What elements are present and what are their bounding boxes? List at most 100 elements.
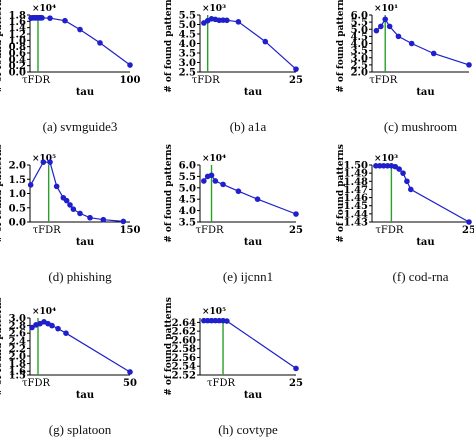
data-point bbox=[409, 41, 415, 47]
y-tick-label: 1.5 bbox=[9, 175, 26, 186]
x-max-label: 100 bbox=[120, 75, 141, 86]
data-point bbox=[209, 172, 215, 178]
subfigure-caption: (d) phishing bbox=[5, 269, 155, 285]
tau-fdr-label: τFDR bbox=[22, 75, 50, 86]
y-axis-title: # of found patterns bbox=[336, 0, 346, 93]
subfigure-caption: (g) splatoon bbox=[5, 422, 155, 438]
data-point bbox=[220, 182, 226, 188]
y-tick-label: 3.5 bbox=[179, 218, 196, 229]
y-tick-label: 1.8 bbox=[9, 11, 26, 22]
y-tick-label: 5.5 bbox=[179, 11, 196, 22]
y-tick-label: 5.5 bbox=[179, 172, 196, 183]
data-point bbox=[255, 196, 261, 202]
y-tick-label: 5.0 bbox=[179, 20, 196, 31]
data-point bbox=[293, 211, 299, 217]
data-point bbox=[396, 166, 402, 172]
data-point bbox=[62, 18, 68, 24]
x-max-label: 25 bbox=[289, 75, 303, 86]
subfigure-caption: (a) svmguide3 bbox=[5, 119, 155, 135]
series-line bbox=[31, 162, 124, 221]
y-tick-label: 0.0 bbox=[9, 218, 26, 229]
subfigure-caption: (c) mushroom bbox=[346, 119, 474, 135]
x-axis-title: tau bbox=[416, 237, 434, 248]
series-line bbox=[32, 322, 130, 372]
data-point bbox=[127, 62, 133, 68]
data-point bbox=[213, 178, 219, 184]
x-max-label: 25 bbox=[289, 378, 303, 389]
y-tick-label: 4.0 bbox=[179, 206, 196, 217]
subfigure-caption: (f) cod-rna bbox=[346, 269, 474, 285]
x-axis-title: tau bbox=[76, 237, 94, 248]
data-point bbox=[466, 219, 472, 225]
exponent-label: ×10⁵ bbox=[202, 307, 226, 317]
data-point bbox=[408, 187, 414, 193]
data-point bbox=[201, 178, 207, 184]
x-max-label: 50 bbox=[123, 378, 137, 389]
data-point bbox=[28, 182, 34, 188]
subfigure-caption: (e) ijcnn1 bbox=[173, 269, 323, 285]
figure-canvas: 0.00.20.40.60.81.01.21.41.61.8×10⁴# of f… bbox=[0, 0, 474, 415]
x-axis-title: tau bbox=[416, 87, 434, 98]
y-tick-label: 3.5 bbox=[179, 49, 196, 60]
y-tick-label: 2.64 bbox=[172, 318, 196, 329]
data-point bbox=[47, 159, 53, 165]
tau-fdr-label: τFDR bbox=[375, 225, 403, 236]
data-point bbox=[236, 19, 242, 25]
data-point bbox=[77, 211, 83, 217]
exponent-label: ×10⁴ bbox=[32, 4, 56, 14]
y-tick-label: 1.50 bbox=[344, 161, 368, 172]
exponent-label: ×10³ bbox=[374, 154, 398, 164]
data-point bbox=[378, 24, 384, 30]
data-point bbox=[224, 318, 230, 324]
data-point bbox=[71, 206, 77, 212]
data-point bbox=[121, 219, 127, 225]
series-line bbox=[376, 166, 469, 222]
data-point bbox=[382, 16, 388, 22]
data-point bbox=[293, 66, 299, 72]
data-point bbox=[466, 62, 472, 68]
y-tick-label: 6.0 bbox=[179, 161, 196, 172]
x-axis-title: tau bbox=[244, 87, 262, 98]
data-point bbox=[224, 18, 230, 24]
x-max-label: 25 bbox=[289, 225, 303, 236]
data-point bbox=[49, 323, 55, 329]
series-line bbox=[31, 18, 130, 65]
data-point bbox=[396, 34, 402, 40]
data-point bbox=[374, 28, 380, 34]
y-axis-title: # of found patterns bbox=[336, 144, 346, 243]
series-line bbox=[204, 19, 296, 69]
y-axis-title: # of found patterns bbox=[164, 297, 174, 396]
y-tick-label: 5.0 bbox=[179, 183, 196, 194]
exponent-label: ×10³ bbox=[202, 4, 226, 14]
y-tick-label: 4.5 bbox=[179, 30, 196, 41]
y-tick-label: 1.0 bbox=[9, 189, 26, 200]
y-tick-label: 3.0 bbox=[9, 314, 26, 325]
subfigure-caption: (h) covtype bbox=[173, 422, 323, 438]
y-tick-label: 6.0 bbox=[351, 11, 368, 22]
y-tick-label: 2.0 bbox=[9, 161, 26, 172]
data-point bbox=[400, 170, 406, 176]
exponent-label: ×10¹ bbox=[374, 4, 398, 14]
data-point bbox=[47, 15, 53, 21]
exponent-label: ×10⁴ bbox=[32, 307, 56, 317]
y-axis-title: # of found patterns bbox=[0, 297, 4, 396]
data-point bbox=[236, 188, 242, 194]
tau-fdr-label: τFDR bbox=[33, 225, 61, 236]
data-point bbox=[54, 184, 60, 190]
y-axis-title: # of found patterns bbox=[0, 0, 4, 93]
exponent-label: ×10⁴ bbox=[202, 154, 226, 164]
data-point bbox=[41, 159, 47, 165]
y-tick-label: 4.5 bbox=[179, 195, 196, 206]
x-axis-title: tau bbox=[76, 87, 94, 98]
data-point bbox=[39, 15, 45, 21]
y-tick-label: 0.5 bbox=[9, 203, 26, 214]
data-point bbox=[77, 27, 83, 33]
y-axis-title: # of found patterns bbox=[164, 0, 174, 93]
y-axis-title: # of found patterns bbox=[0, 144, 4, 243]
x-axis-title: tau bbox=[244, 390, 262, 401]
x-max-label: 150 bbox=[120, 225, 141, 236]
x-axis-title: tau bbox=[76, 390, 94, 401]
tau-fdr-label: τFDR bbox=[369, 75, 397, 86]
data-point bbox=[293, 366, 299, 372]
tau-fdr-label: τFDR bbox=[196, 225, 224, 236]
